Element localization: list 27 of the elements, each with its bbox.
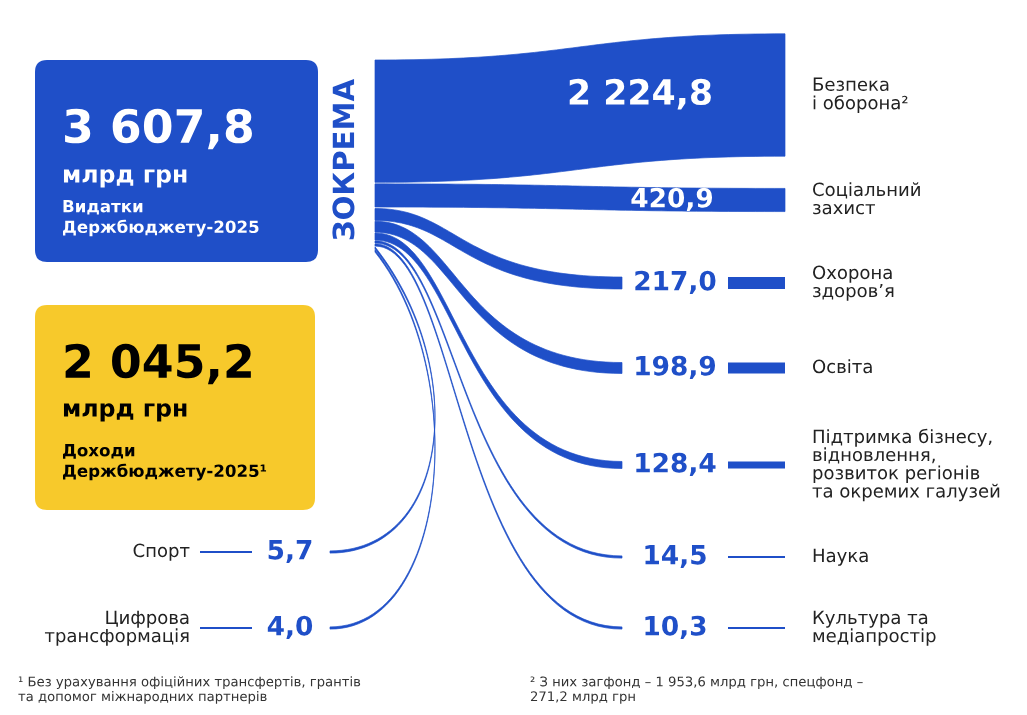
category-label: Культура та медіапростір bbox=[813, 610, 936, 646]
data-label: 2 224,8 bbox=[569, 78, 711, 110]
text: ² З них загфонд – 1 953,6 млрд грн, спецфонд – 271,2 млрд грн bbox=[530, 676, 863, 704]
data-label: 198,9 bbox=[636, 355, 716, 380]
data-label: 420,9 bbox=[631, 187, 713, 212]
text: 2 045,2 bbox=[65, 343, 251, 385]
data-label: 128,4 bbox=[636, 452, 716, 477]
text: ЗОКРЕМА bbox=[332, 79, 355, 240]
category-label: Спорт bbox=[133, 543, 190, 561]
text: млрд грн bbox=[63, 403, 187, 422]
category-label: Підтримка бізнесу, відновлення, розвиток регіонів та окремих галузей bbox=[812, 428, 1000, 502]
data-label: 4,0 bbox=[267, 615, 313, 640]
text: Видатки Держбюджету-2025 bbox=[63, 200, 259, 237]
category-label: Охорона здоров’я bbox=[813, 265, 894, 301]
text: 3 607,8 bbox=[65, 108, 252, 150]
category-label: Соціальний захист bbox=[813, 182, 920, 215]
text: Доходи Держбюджету-2025¹ bbox=[63, 444, 267, 481]
data-label: 5,7 bbox=[268, 540, 312, 564]
text: ¹ Без урахування офіційних трансфертів, грантів та допомог міжнародних партнерів bbox=[18, 676, 361, 704]
category-label: Безпека і оборона² bbox=[813, 77, 908, 113]
category-label: Цифрова трансформація bbox=[44, 610, 189, 646]
category-label: Наука bbox=[813, 548, 868, 566]
text: млрд грн bbox=[63, 169, 187, 188]
data-label: 14,5 bbox=[645, 545, 706, 569]
category-label: Освіта bbox=[813, 359, 872, 374]
data-label: 217,0 bbox=[635, 270, 716, 295]
data-label: 10,3 bbox=[645, 615, 706, 640]
